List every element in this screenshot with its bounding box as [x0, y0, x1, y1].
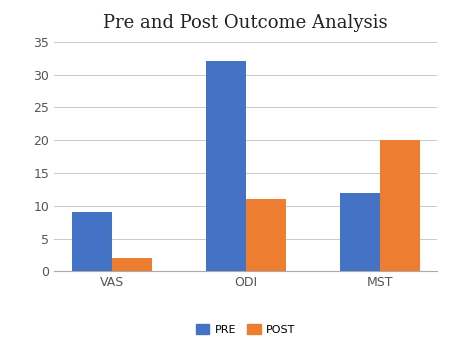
Bar: [246, 199, 286, 271]
Legend: PRE, POST: PRE, POST: [192, 320, 300, 339]
Bar: [72, 212, 112, 271]
Bar: [112, 258, 152, 271]
Bar: [380, 140, 420, 271]
Bar: [340, 193, 380, 271]
Title: Pre and Post Outcome Analysis: Pre and Post Outcome Analysis: [103, 14, 388, 32]
Bar: [206, 62, 246, 271]
